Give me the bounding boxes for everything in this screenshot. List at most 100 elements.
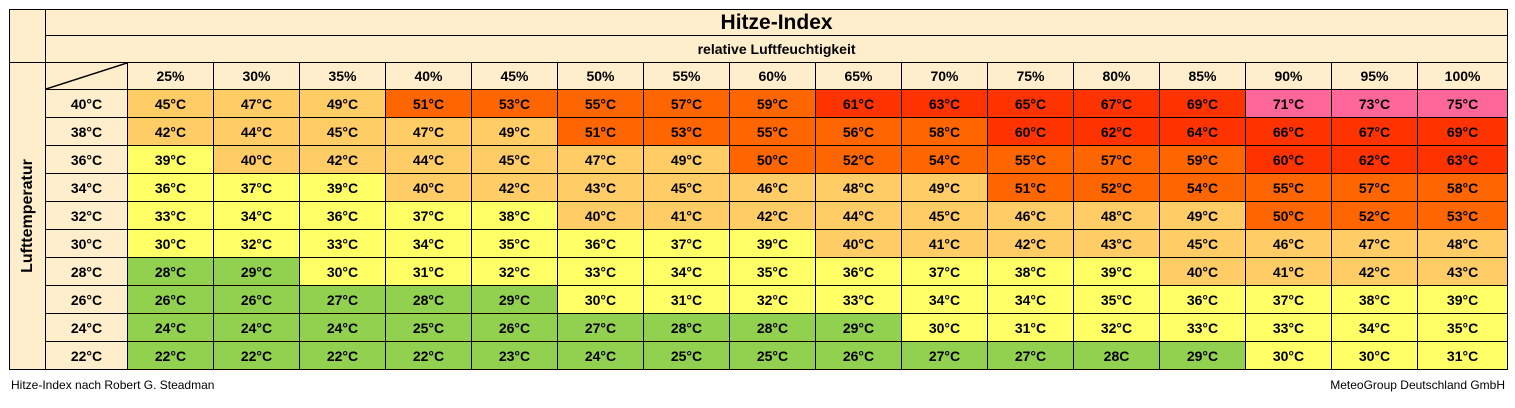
heat-index-cell: 33°C xyxy=(1159,313,1246,342)
row-header: 38°C xyxy=(45,117,128,146)
heat-index-cell: 34°C xyxy=(385,229,472,258)
column-header: 95% xyxy=(1331,62,1418,90)
heat-index-cell: 37°C xyxy=(643,229,730,258)
heat-index-cell: 29°C xyxy=(213,257,300,286)
heat-index-cell: 48°C xyxy=(1073,201,1160,230)
heat-index-cell: 57°C xyxy=(643,89,730,118)
heat-index-cell: 38°C xyxy=(471,201,558,230)
heat-index-cell: 39°C xyxy=(299,173,386,202)
column-header: 50% xyxy=(557,62,644,90)
heat-index-cell: 36°C xyxy=(557,229,644,258)
heat-index-cell: 52°C xyxy=(815,145,902,174)
heat-index-cell: 37°C xyxy=(1245,285,1332,314)
heat-index-cell: 63°C xyxy=(1416,145,1509,174)
table-row: 40°C 45°C 47°C 49°C 51°C 53°C 55°C 57°C 59°C 61°C… xyxy=(10,89,1509,118)
heat-index-cell: 32°C xyxy=(213,229,300,258)
heat-index-table: Hitze-Index relative Luftfeuchtigkeit Lu… xyxy=(9,9,1509,370)
heat-index-cell: 27°C xyxy=(901,341,988,370)
heat-index-cell: 55°C xyxy=(1245,173,1332,202)
heat-index-cell: 60°C xyxy=(987,117,1074,146)
heat-index-cell: 30°C xyxy=(299,257,386,286)
heat-index-cell: 51°C xyxy=(987,173,1074,202)
heat-index-cell: 46°C xyxy=(729,173,816,202)
footer-publisher: MeteoGroup Deutschland GmbH xyxy=(1330,378,1505,392)
heat-index-cell: 30°C xyxy=(127,229,214,258)
heat-index-cell: 45°C xyxy=(471,145,558,174)
heat-index-cell: 49°C xyxy=(471,117,558,146)
heat-index-cell: 34°C xyxy=(643,257,730,286)
heat-index-cell: 25°C xyxy=(643,341,730,370)
heat-index-cell: 57°C xyxy=(1331,173,1418,202)
heat-index-cell: 53°C xyxy=(643,117,730,146)
heat-index-cell: 32°C xyxy=(471,257,558,286)
heat-index-cell: 32°C xyxy=(1073,313,1160,342)
column-header: 85% xyxy=(1159,62,1246,90)
heat-index-cell: 30°C xyxy=(1245,341,1332,370)
heat-index-cell: 59°C xyxy=(1159,145,1246,174)
heat-index-cell: 47°C xyxy=(1331,229,1418,258)
heat-index-cell: 39°C xyxy=(1073,257,1160,286)
heat-index-cell: 33°C xyxy=(815,285,902,314)
heat-index-cell: 42°C xyxy=(127,117,214,146)
heat-index-cell: 51°C xyxy=(385,89,472,118)
heat-index-cell: 24°C xyxy=(557,341,644,370)
column-header: 80% xyxy=(1073,62,1160,90)
heat-index-cell: 26°C xyxy=(815,341,902,370)
heat-index-cell: 64°C xyxy=(1159,117,1246,146)
chart-title: Hitze-Index xyxy=(44,9,1509,36)
heat-index-cell: 55°C xyxy=(729,117,816,146)
heat-index-cell: 43°C xyxy=(557,173,644,202)
heat-index-cell: 41°C xyxy=(643,201,730,230)
heat-index-cell: 29°C xyxy=(471,285,558,314)
heat-index-cell: 40°C xyxy=(385,173,472,202)
heat-index-cell: 44°C xyxy=(815,201,902,230)
heat-index-cell: 50°C xyxy=(1245,201,1332,230)
heat-index-cell: 26°C xyxy=(471,313,558,342)
heat-index-cell: 34°C xyxy=(901,285,988,314)
heat-index-cell: 39°C xyxy=(729,229,816,258)
heat-index-cell: 40°C xyxy=(1159,257,1246,286)
heat-index-cell: 27°C xyxy=(299,285,386,314)
heat-index-cell: 41°C xyxy=(901,229,988,258)
row-header: 32°C xyxy=(45,201,128,230)
row-header: 22°C xyxy=(45,341,128,370)
heat-index-cell: 49°C xyxy=(643,145,730,174)
corner-cell xyxy=(9,9,46,63)
heat-index-cell: 47°C xyxy=(213,89,300,118)
heat-index-cell: 36°C xyxy=(1159,285,1246,314)
table-row: 22°C 22°C 22°C 22°C 22°C 23°C 24°C 25°C 25°C 26°C… xyxy=(10,341,1509,370)
heat-index-cell: 25°C xyxy=(385,313,472,342)
heat-index-cell: 54°C xyxy=(901,145,988,174)
heat-index-cell: 60°C xyxy=(1245,145,1332,174)
heat-index-cell: 63°C xyxy=(901,89,988,118)
heat-index-cell: 69°C xyxy=(1159,89,1246,118)
heat-index-cell: 27°C xyxy=(987,341,1074,370)
heat-index-cell: 24°C xyxy=(213,313,300,342)
column-header: 100% xyxy=(1416,62,1509,90)
heat-index-cell: 33°C xyxy=(1245,313,1332,342)
heat-index-cell: 43°C xyxy=(1416,257,1509,286)
table-row: 28°C 28°C 29°C 30°C 31°C 32°C 33°C 34°C 35°C 36°C… xyxy=(10,257,1509,286)
heat-index-cell: 53°C xyxy=(471,89,558,118)
chart-subtitle: relative Luftfeuchtigkeit xyxy=(44,35,1509,63)
heat-index-cell: 35°C xyxy=(729,257,816,286)
heat-index-cell: 45°C xyxy=(1159,229,1246,258)
heat-index-cell: 49°C xyxy=(299,89,386,118)
column-header: 35% xyxy=(299,62,386,90)
heat-index-cell: 49°C xyxy=(901,173,988,202)
heat-index-cell: 52°C xyxy=(1331,201,1418,230)
heat-index-cell: 22°C xyxy=(385,341,472,370)
heat-index-cell: 58°C xyxy=(901,117,988,146)
heat-index-cell: 45°C xyxy=(299,117,386,146)
heat-index-cell: 26°C xyxy=(127,285,214,314)
column-header: 70% xyxy=(901,62,988,90)
heat-index-cell: 62°C xyxy=(1331,145,1418,174)
heat-index-cell: 25°C xyxy=(729,341,816,370)
heat-index-cell: 55°C xyxy=(557,89,644,118)
heat-index-cell: 48°C xyxy=(815,173,902,202)
heat-index-cell: 26°C xyxy=(213,285,300,314)
heat-index-chart: Hitze-Index relative Luftfeuchtigkeit Lu… xyxy=(9,9,1509,375)
heat-index-cell: 31°C xyxy=(643,285,730,314)
row-axis-label-text: Lufttemperatur xyxy=(18,159,36,273)
heat-index-cell: 22°C xyxy=(127,341,214,370)
